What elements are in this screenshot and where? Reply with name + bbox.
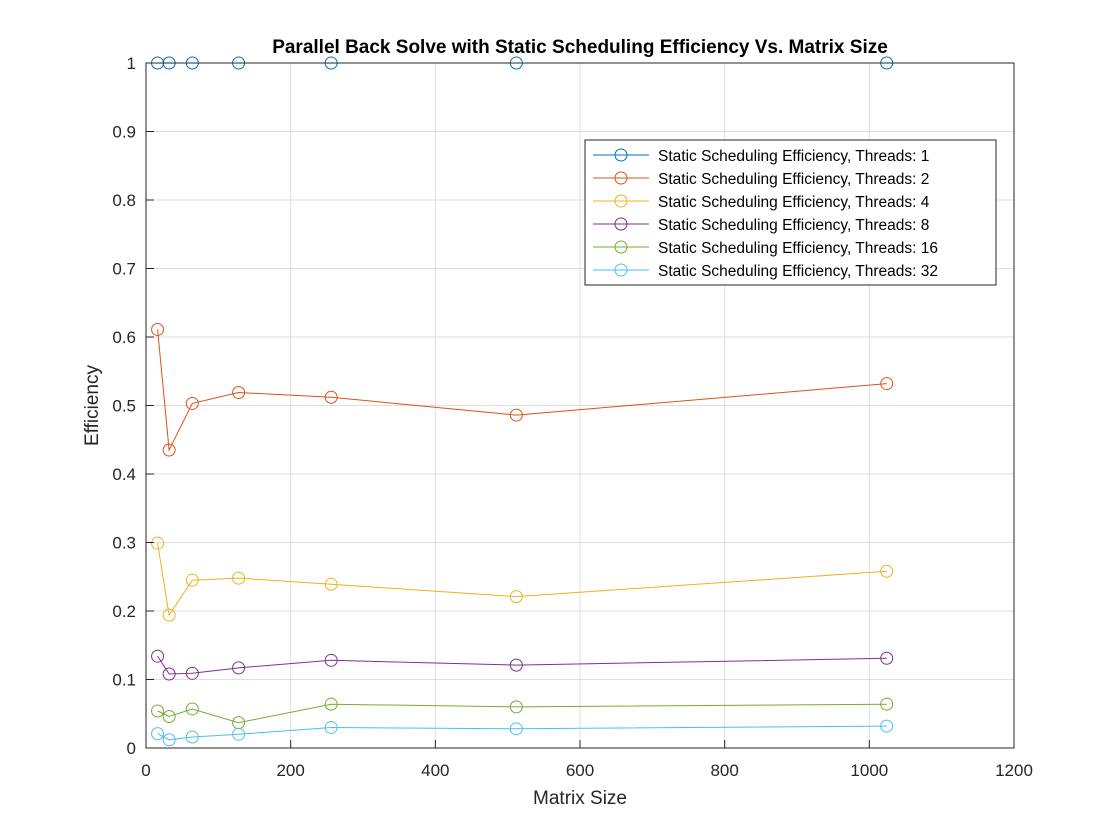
series-threads-3 — [151, 536, 894, 622]
y-tick-label: 0.9 — [112, 123, 136, 142]
legend-swatch-marker — [614, 217, 628, 231]
x-tick-label: 800 — [710, 761, 738, 780]
legend-item: Static Scheduling Efficiency, Threads: 8 — [593, 217, 929, 234]
data-point — [232, 661, 246, 675]
axis-ticks: 0 200 400 600 800 1000 1200 0 0.1 0.2 0.3 0.4 0.5 0.6… — [112, 54, 1033, 780]
data-point — [509, 590, 523, 604]
legend-box — [584, 139, 997, 286]
legend-swatch-marker — [614, 263, 628, 277]
x-axis-label: Matrix Size — [533, 788, 627, 809]
data-point — [880, 697, 894, 711]
y-tick-label: 0.2 — [112, 602, 136, 621]
legend-item: Static Scheduling Efficiency, Threads: 2 — [593, 171, 929, 188]
y-tick-label: 0.4 — [112, 465, 136, 484]
data-point — [880, 651, 894, 665]
legend-label: Static Scheduling Efficiency, Threads: 8 — [658, 217, 929, 234]
data-point — [185, 573, 199, 587]
data-point — [151, 649, 165, 663]
data-point — [509, 700, 523, 714]
legend: Static Scheduling Efficiency, Threads: 1… — [584, 139, 997, 286]
data-point — [232, 571, 246, 585]
data-point — [185, 730, 199, 744]
y-tick-label: 0.3 — [112, 534, 136, 553]
legend-label: Static Scheduling Efficiency, Threads: 3… — [658, 263, 938, 280]
legend-swatch-marker — [614, 194, 628, 208]
x-tick-label: 600 — [566, 761, 594, 780]
data-point — [509, 722, 523, 736]
data-point — [509, 408, 523, 422]
data-point — [324, 720, 338, 734]
legend-label: Static Scheduling Efficiency, Threads: 1… — [658, 240, 938, 257]
y-tick-label: 0.8 — [112, 191, 136, 210]
series-threads-6 — [151, 719, 894, 747]
x-tick-label: 1000 — [850, 761, 888, 780]
legend-label: Static Scheduling Efficiency, Threads: 4 — [658, 194, 930, 211]
x-tick-label: 0 — [141, 761, 150, 780]
data-point — [232, 385, 246, 399]
legend-label: Static Scheduling Efficiency, Threads: 2 — [658, 171, 929, 188]
data-point — [185, 702, 199, 716]
data-point — [324, 390, 338, 404]
series-line — [157, 725, 887, 741]
legend-item: Static Scheduling Efficiency, Threads: 3… — [593, 263, 938, 280]
legend-item: Static Scheduling Efficiency, Threads: 4 — [593, 194, 930, 211]
series-line — [157, 543, 887, 617]
y-axis-label: Efficiency — [82, 365, 103, 446]
data-point — [880, 719, 894, 733]
data-point — [162, 608, 176, 622]
x-tick-label: 1200 — [995, 761, 1033, 780]
data-point — [162, 733, 176, 747]
data-point — [324, 577, 338, 591]
legend-item: Static Scheduling Efficiency, Threads: 1 — [593, 148, 929, 165]
legend-swatch-marker — [614, 148, 628, 162]
y-tick-label: 1 — [127, 54, 136, 73]
data-point — [151, 536, 165, 550]
data-point — [185, 396, 199, 410]
data-point — [162, 443, 176, 457]
data-point — [324, 653, 338, 667]
data-point — [162, 709, 176, 723]
y-tick-label: 0.6 — [112, 328, 136, 347]
x-tick-label: 400 — [421, 761, 449, 780]
data-point — [880, 377, 894, 391]
y-tick-label: 0 — [127, 739, 136, 758]
series-line — [157, 655, 887, 675]
legend-swatch-marker — [614, 240, 628, 254]
legend-item: Static Scheduling Efficiency, Threads: 1… — [593, 240, 938, 257]
data-point — [509, 658, 523, 672]
data-point — [151, 322, 165, 336]
data-point — [880, 564, 894, 578]
series-line — [157, 329, 887, 452]
data-point — [151, 704, 165, 718]
series-threads-5 — [151, 697, 894, 730]
y-tick-label: 0.5 — [112, 397, 136, 416]
legend-label: Static Scheduling Efficiency, Threads: 1 — [658, 148, 929, 165]
series-threads-2 — [151, 322, 894, 457]
chart-title: Parallel Back Solve with Static Scheduli… — [272, 37, 888, 58]
data-point — [185, 666, 199, 680]
data-point — [232, 727, 246, 741]
legend-swatch-marker — [614, 171, 628, 185]
x-tick-label: 200 — [276, 761, 304, 780]
y-tick-label: 0.1 — [112, 671, 136, 690]
data-point — [151, 727, 165, 741]
data-point — [324, 697, 338, 711]
series-threads-4 — [151, 649, 894, 681]
y-tick-label: 0.7 — [112, 260, 136, 279]
series-line — [157, 703, 887, 724]
data-point — [162, 667, 176, 681]
